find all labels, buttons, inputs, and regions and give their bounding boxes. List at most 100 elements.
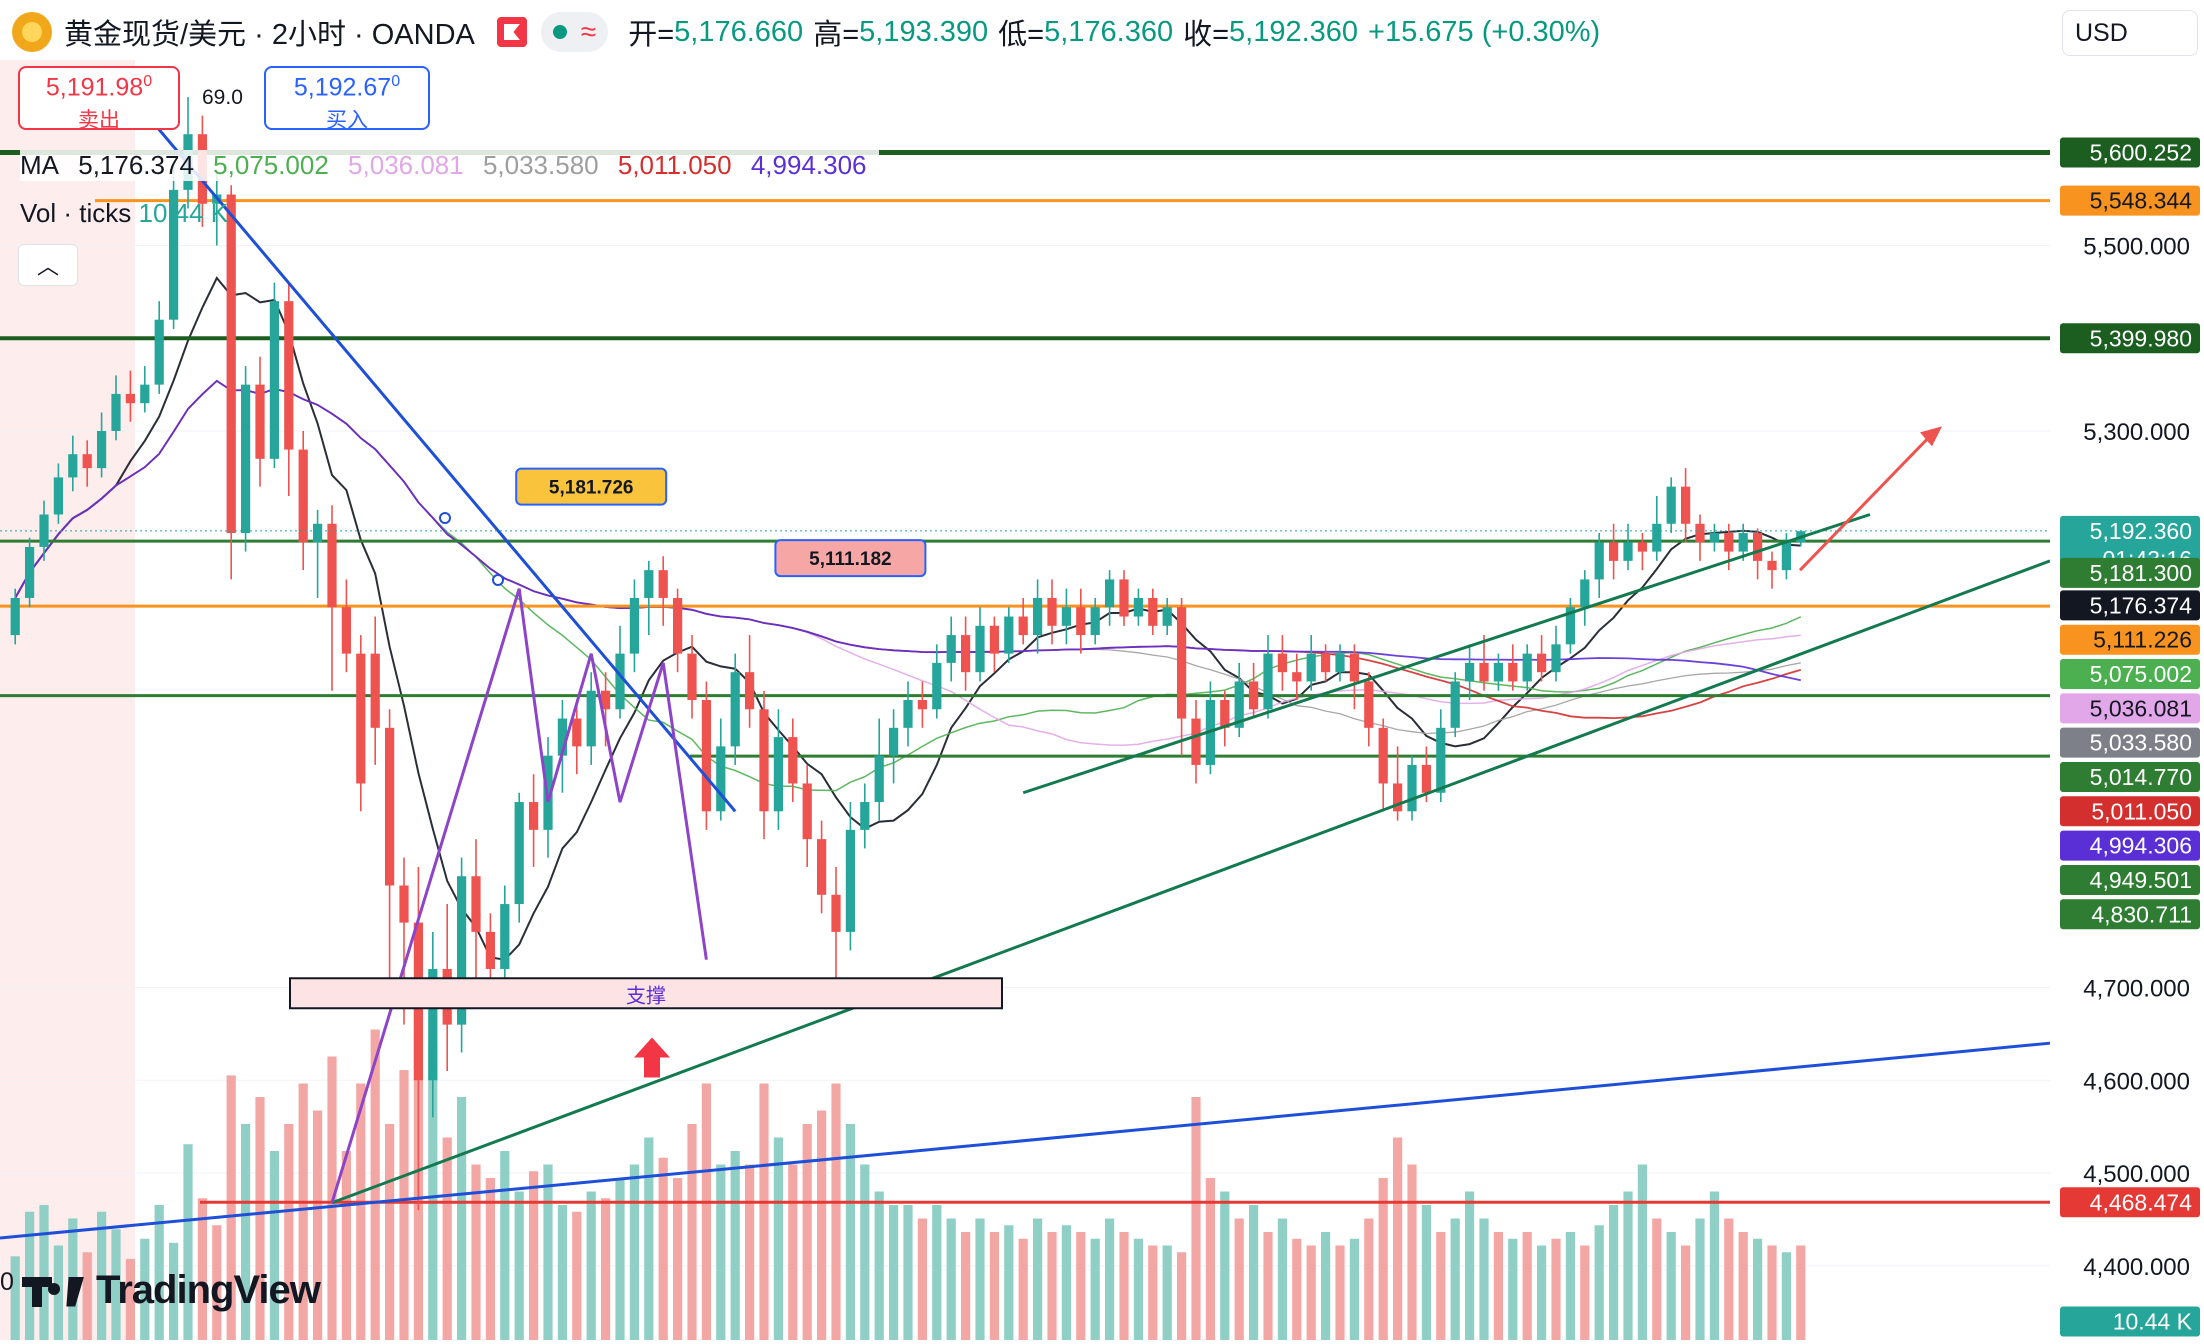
volume-bar [672, 1178, 683, 1340]
candle-body [1781, 542, 1792, 571]
candle [1623, 523, 1633, 571]
candle [629, 579, 640, 673]
candle-body [140, 384, 150, 404]
candle-body [1522, 653, 1532, 682]
buy-button[interactable]: 5,192.670 买入 [264, 66, 430, 132]
candle [327, 505, 337, 691]
volume-bar [1263, 1232, 1273, 1340]
volume-bar [1306, 1245, 1316, 1340]
volume-bar [1220, 1191, 1230, 1340]
price-label-text: 5,600.252 [2090, 140, 2192, 166]
volume-legend[interactable]: Vol · ticks 10.44 K [20, 198, 228, 229]
candle [1709, 523, 1720, 552]
candle [1191, 700, 1201, 784]
volume-bar [1623, 1191, 1633, 1340]
ma-label: MA [20, 150, 59, 180]
annotation-label: 5,181.726 [549, 478, 634, 499]
trendline-blue-up [0, 1041, 2051, 1240]
candle-body [615, 653, 625, 710]
candle-body [773, 737, 784, 812]
volume-bar [1061, 1225, 1072, 1340]
price-label-bg [2060, 899, 2200, 930]
price-label-bg [2060, 864, 2200, 895]
ma-value-3: 5,036.081 [348, 150, 464, 180]
volume-bar [1608, 1205, 1619, 1340]
candle-body [1191, 718, 1201, 765]
candle [370, 616, 380, 765]
volume-bar [471, 1164, 481, 1340]
candle-body [226, 194, 236, 534]
volume-bar [154, 1205, 164, 1340]
tradingview-logo[interactable]: TradingView [22, 1268, 321, 1313]
buy-price: 5,192.670 [293, 73, 401, 102]
candle-body [255, 384, 265, 459]
volume-bar [1752, 1238, 1763, 1340]
candle [111, 375, 121, 441]
candle [1666, 477, 1676, 534]
candle-body [384, 727, 395, 886]
candle-body [456, 876, 467, 1025]
candle [1479, 635, 1489, 691]
price-label-bg [2060, 557, 2200, 588]
sell-button[interactable]: 5,191.980 卖出 [18, 66, 180, 132]
market-status-pill[interactable]: ≈ [540, 12, 609, 52]
volume-bar [1104, 1218, 1115, 1340]
candle-body [1032, 597, 1043, 636]
candle [1436, 709, 1446, 803]
candle-body [168, 189, 179, 320]
candle [1493, 653, 1504, 691]
candle-body [485, 931, 496, 969]
volume-bar [1176, 1252, 1187, 1340]
candle [428, 931, 438, 1118]
candle-body [1436, 727, 1446, 793]
flag-icon[interactable] [496, 17, 527, 47]
candle [1248, 662, 1259, 719]
low-label: 低= [998, 19, 1045, 51]
symbol-title[interactable]: 黄金现货/美元 · 2小时 · OANDA [64, 19, 475, 51]
candle-body [845, 829, 856, 932]
price-label-bg [2060, 515, 2200, 572]
vol-value: 10.44 K [138, 198, 229, 228]
candle-body [1623, 542, 1633, 561]
candle-body [1493, 662, 1504, 682]
volume-bar [1781, 1252, 1792, 1340]
tradingview-mark-icon [22, 1273, 86, 1309]
candle-body [1018, 616, 1028, 636]
volume-bar [1536, 1245, 1547, 1340]
candle [860, 783, 870, 849]
candle [1234, 662, 1244, 738]
candle-body [874, 755, 884, 803]
price-label-bg [2060, 727, 2200, 758]
candle-body [111, 393, 121, 432]
price-label-text: 5,111.226 [2093, 627, 2192, 653]
ma-legend[interactable]: MA 5,176.374 5,075.002 5,036.081 5,033.5… [20, 150, 879, 181]
volume-bar [1076, 1232, 1086, 1340]
candle [68, 435, 78, 492]
price-label-5: 5,176.374 [2060, 590, 2200, 621]
currency-selector[interactable]: USD [2062, 10, 2198, 56]
candle-body [1652, 523, 1662, 552]
candle [1680, 468, 1691, 543]
buy-label: 买入 [326, 109, 368, 133]
volume-bar [759, 1083, 769, 1340]
y-tick-label-5: 5,500.000 [2083, 234, 2190, 261]
candle [788, 718, 798, 803]
candle [1536, 635, 1547, 682]
candle-body [932, 662, 942, 710]
annotation-1: 5,111.182 [774, 539, 927, 578]
candle [1637, 533, 1648, 571]
volume-bar [543, 1164, 553, 1340]
volume-bar [687, 1124, 697, 1340]
candle-body [802, 783, 812, 840]
volume-bar [514, 1191, 524, 1340]
candle-body [744, 672, 755, 710]
volume-bar [341, 1151, 352, 1340]
collapse-legend-button[interactable]: ︿ [18, 244, 78, 286]
ma-line-1 [14, 276, 1801, 961]
candle [255, 356, 265, 487]
candle [1162, 597, 1172, 636]
candle-body [68, 454, 78, 478]
candle [932, 644, 942, 719]
